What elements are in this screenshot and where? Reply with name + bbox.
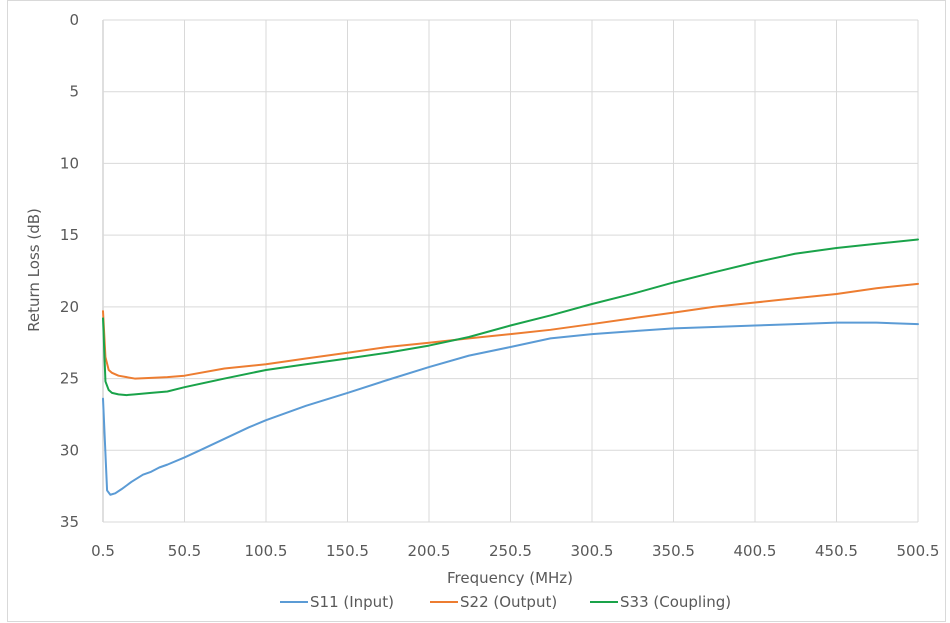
x-axis-title: Frequency (MHz) xyxy=(447,569,573,587)
series-line-1 xyxy=(102,321,919,496)
x-tick-label: 200.5 xyxy=(408,542,451,560)
x-tick-label: 350.5 xyxy=(652,542,695,560)
legend-label: S33 (Coupling) xyxy=(620,593,731,611)
y-tick-label: 20 xyxy=(60,298,79,316)
y-tick-label: 25 xyxy=(60,370,79,388)
y-tick-label: 0 xyxy=(69,11,79,29)
x-tick-label: 500.5 xyxy=(897,542,940,560)
y-tick-label: 30 xyxy=(60,441,79,459)
legend-label: S11 (Input) xyxy=(310,593,394,611)
series-line-2 xyxy=(102,282,919,380)
y-tick-label: 10 xyxy=(60,154,79,172)
x-tick-label: 300.5 xyxy=(571,542,614,560)
x-tick-label: 50.5 xyxy=(168,542,201,560)
grid-layer xyxy=(102,19,919,523)
y-tick-label: 15 xyxy=(60,226,79,244)
x-tick-label: 450.5 xyxy=(815,542,858,560)
x-tick-label: 250.5 xyxy=(489,542,532,560)
chart-border xyxy=(7,0,946,622)
x-tick-label: 150.5 xyxy=(326,542,369,560)
tick-layer: 0.5 50.5 100.5 150.5 200.5 250.5 300.5 350.5 400… xyxy=(60,11,940,560)
x-tick-label: 400.5 xyxy=(734,542,777,560)
x-tick-label: 100.5 xyxy=(245,542,288,560)
series-layer xyxy=(102,238,919,496)
series-line-3 xyxy=(102,238,919,397)
x-tick-label: 0.5 xyxy=(91,542,115,560)
y-tick-label: 35 xyxy=(60,513,79,531)
legend: S11 (Input) S22 (Output) S33 (Coupling) xyxy=(280,593,731,611)
y-tick-label: 5 xyxy=(69,83,79,101)
legend-label: S22 (Output) xyxy=(460,593,557,611)
y-axis-title: Return Loss (dB) xyxy=(25,208,43,332)
